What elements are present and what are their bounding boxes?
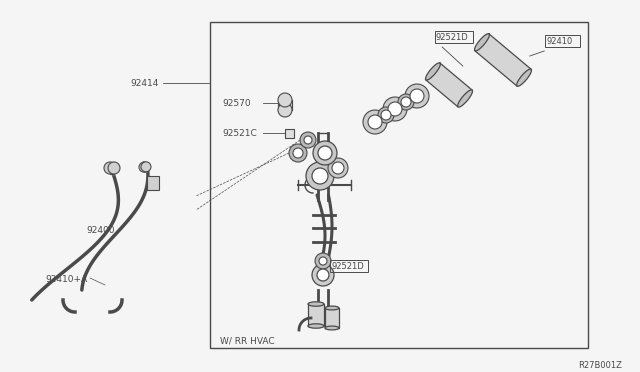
Circle shape: [315, 253, 331, 269]
Circle shape: [332, 162, 344, 174]
Polygon shape: [475, 34, 531, 86]
Text: 92521C: 92521C: [222, 128, 257, 138]
Ellipse shape: [104, 162, 116, 174]
Ellipse shape: [516, 69, 531, 86]
Circle shape: [410, 89, 424, 103]
Text: 92570: 92570: [222, 99, 251, 108]
Circle shape: [378, 107, 394, 123]
Circle shape: [405, 84, 429, 108]
Ellipse shape: [108, 162, 120, 174]
Circle shape: [317, 269, 329, 281]
Circle shape: [383, 97, 407, 121]
Circle shape: [289, 144, 307, 162]
Text: 92521D: 92521D: [332, 262, 365, 271]
Ellipse shape: [474, 34, 490, 51]
Circle shape: [312, 264, 334, 286]
Ellipse shape: [308, 302, 324, 306]
Ellipse shape: [458, 90, 472, 107]
Polygon shape: [325, 308, 339, 328]
Circle shape: [313, 141, 337, 165]
Circle shape: [381, 110, 391, 120]
Ellipse shape: [139, 162, 149, 172]
Circle shape: [328, 158, 348, 178]
Ellipse shape: [141, 162, 151, 172]
Ellipse shape: [325, 326, 339, 330]
Circle shape: [304, 136, 312, 144]
Polygon shape: [110, 162, 114, 174]
Circle shape: [293, 148, 303, 158]
Circle shape: [306, 162, 334, 190]
Ellipse shape: [278, 103, 292, 117]
Circle shape: [401, 97, 411, 107]
Circle shape: [368, 115, 382, 129]
Circle shape: [319, 257, 327, 265]
Ellipse shape: [308, 324, 324, 328]
Bar: [330, 260, 368, 272]
Circle shape: [363, 110, 387, 134]
Ellipse shape: [325, 306, 339, 310]
Circle shape: [398, 94, 414, 110]
Text: 92521D: 92521D: [436, 33, 468, 42]
Bar: [435, 31, 473, 43]
Circle shape: [300, 132, 316, 148]
Text: 92400: 92400: [86, 225, 115, 234]
Text: R27B001Z: R27B001Z: [578, 361, 622, 370]
Bar: [285, 129, 294, 138]
Text: W/ RR HVAC: W/ RR HVAC: [220, 337, 275, 346]
Text: 92410: 92410: [547, 37, 573, 46]
Ellipse shape: [426, 63, 440, 80]
Circle shape: [318, 146, 332, 160]
Polygon shape: [143, 162, 147, 172]
Ellipse shape: [278, 93, 292, 107]
Bar: [545, 35, 580, 47]
Circle shape: [388, 102, 402, 116]
Circle shape: [312, 168, 328, 184]
Polygon shape: [278, 100, 292, 110]
Bar: [147, 176, 159, 190]
Text: 92410+A: 92410+A: [45, 276, 87, 285]
Polygon shape: [308, 304, 324, 326]
Bar: [210, 22, 588, 348]
Polygon shape: [426, 63, 472, 107]
Text: 92414: 92414: [130, 78, 158, 87]
